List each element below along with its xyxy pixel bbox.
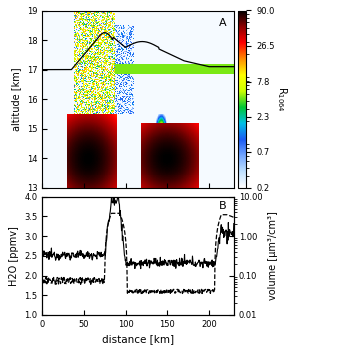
Text: B: B [219,202,226,211]
Y-axis label: H2O [ppmv]: H2O [ppmv] [8,226,19,286]
Y-axis label: volume [μm³/cm³]: volume [μm³/cm³] [268,211,278,300]
Y-axis label: R$_{1064}$: R$_{1064}$ [275,86,289,112]
X-axis label: distance [km]: distance [km] [102,334,174,344]
Y-axis label: altitude [km]: altitude [km] [11,68,21,131]
Text: A: A [219,18,226,28]
